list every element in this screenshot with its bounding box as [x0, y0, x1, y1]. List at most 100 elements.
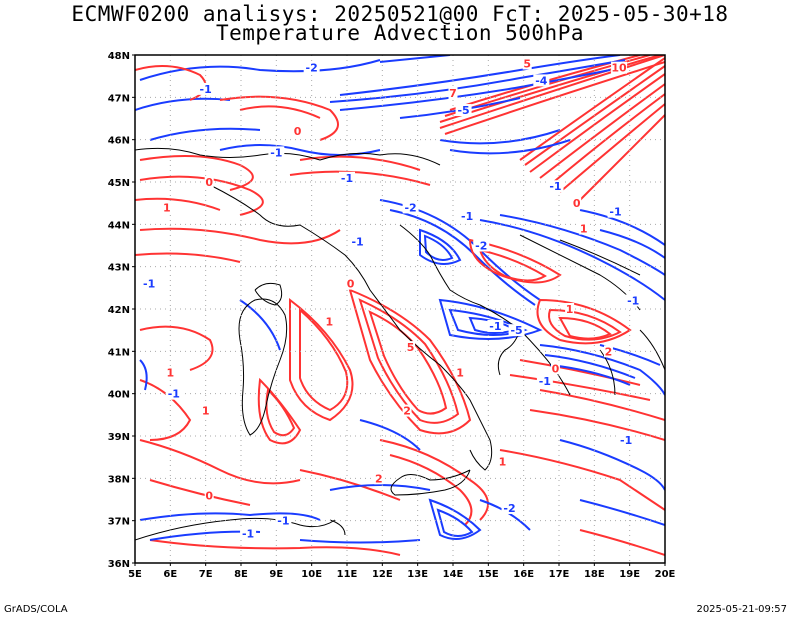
- contour-label-background: [402, 201, 419, 214]
- contour-label: 2: [402, 404, 412, 418]
- contour-label: -1: [625, 294, 642, 308]
- contour-label-background: [536, 374, 553, 387]
- contour-labels: -1-275-410-50-110 -1-1-2-1-2-10-11-1 015-1…: [141, 57, 642, 540]
- contour-label-background: [165, 387, 182, 400]
- contour-label: 2: [603, 345, 613, 358]
- contour-label-text: -1: [143, 278, 155, 291]
- lat-lon-gridlines: [135, 55, 665, 563]
- contour-label-background: [197, 82, 214, 95]
- lon-tick-label: 16E: [513, 569, 534, 580]
- contour-label: 0: [346, 277, 356, 291]
- contour-label-text: -1: [277, 515, 289, 528]
- contour-label: -5: [455, 104, 472, 117]
- contour-label-background: [607, 205, 624, 218]
- contour-label: -1: [240, 527, 257, 540]
- warm-northwest: [135, 65, 431, 263]
- contour-label-text: 0: [573, 197, 581, 210]
- contour-label-text: -1: [270, 146, 282, 159]
- contour-label-background: [508, 324, 525, 337]
- contour-label-text: 10: [611, 62, 627, 75]
- contour-label-background: [522, 57, 532, 70]
- contour-label: 1: [579, 222, 589, 236]
- contour-label-text: 5: [407, 341, 415, 354]
- contour-label-text: 1: [499, 455, 507, 468]
- lat-tick-label: 39N: [108, 432, 130, 443]
- contour-label: 0: [572, 197, 582, 210]
- contour-label-background: [201, 404, 211, 417]
- contour-label-background: [547, 180, 564, 193]
- contour-label-background: [165, 366, 175, 379]
- contour-label-text: -2: [306, 62, 318, 75]
- lon-tick-label: 13E: [407, 569, 428, 580]
- contour-label: 0: [550, 362, 560, 375]
- lat-tick-label: 46N: [108, 136, 130, 147]
- map-subtitle: Temperature Advection 500hPa: [215, 21, 584, 45]
- lat-tick-label: 36N: [108, 559, 130, 570]
- footer-timestamp: 2025-05-21-09:57: [696, 604, 787, 615]
- lat-tick-label: 40N: [108, 390, 130, 401]
- contour-label: 1: [497, 455, 507, 468]
- contour-label-text: -1: [242, 527, 254, 540]
- contour-label-text: -1: [341, 172, 353, 185]
- contour-label: -1: [607, 205, 624, 219]
- contour-label: -2: [402, 201, 419, 214]
- contour-label: -1: [618, 434, 635, 447]
- contour-label: -1: [547, 180, 564, 193]
- contour-label: -2: [473, 239, 490, 253]
- lon-tick-label: 5E: [128, 569, 142, 580]
- contour-label-background: [349, 235, 366, 248]
- contour-label-background: [402, 404, 412, 417]
- contour-label: -2: [303, 61, 320, 75]
- contour-label-text: 2: [403, 405, 411, 418]
- lon-tick-label: 6E: [163, 569, 177, 580]
- contour-label: 0: [204, 176, 214, 189]
- lat-tick-label: 44N: [108, 220, 130, 231]
- lon-tick-label: 19E: [619, 569, 640, 580]
- contour-label-text: 0: [205, 489, 213, 502]
- contour-label-background: [303, 61, 320, 74]
- contour-label-background: [579, 222, 589, 235]
- contour-label-text: 1: [167, 367, 175, 380]
- contour-label-background: [487, 319, 504, 332]
- lat-tick-label: 45N: [108, 178, 130, 189]
- longitude-axis: 5E 6E 7E 8E 9E 10E 11E 12E 13E 14E 15E 16E 17E 18E 19E…: [128, 563, 676, 580]
- contour-label-background: [204, 489, 214, 502]
- contour-label-background: [565, 303, 575, 315]
- contour-label-background: [497, 455, 507, 468]
- contour-label-text: 2: [375, 472, 383, 485]
- contour-label-text: 2: [605, 345, 613, 358]
- contour-label-background: [324, 315, 334, 328]
- contour-label: -1: [536, 374, 553, 388]
- contour-label-background: [603, 345, 613, 358]
- contour-label: -1: [339, 171, 355, 185]
- contour-label-text: 7: [449, 87, 457, 100]
- contour-label: -1: [487, 319, 504, 333]
- contour-label-background: [268, 146, 285, 159]
- contour-label-text: -1: [539, 375, 551, 388]
- contour-label-text: -1: [200, 83, 212, 96]
- latitude-axis: 48N 47N 46N 45N 44N 43N 42N 41N 40N 39N 38N 37N 36N: [108, 51, 135, 570]
- contour-label: -1: [268, 146, 285, 159]
- contour-label-text: -1: [627, 295, 639, 308]
- contour-label-text: 1: [163, 201, 171, 214]
- contour-label-background: [293, 125, 303, 138]
- footer-software-label: GrADS/COLA: [4, 604, 68, 615]
- contour-label-background: [275, 514, 292, 527]
- contour-label-background: [406, 341, 416, 354]
- contour-label-text: -2: [475, 240, 487, 253]
- lon-tick-label: 9E: [269, 569, 283, 580]
- contour-label-background: [473, 239, 490, 252]
- contour-label-text: 0: [552, 362, 560, 375]
- lon-tick-label: 8E: [234, 569, 248, 580]
- lat-tick-label: 48N: [108, 51, 130, 62]
- contour-label-text: -2: [503, 502, 515, 515]
- lat-tick-label: 42N: [108, 305, 130, 316]
- contour-label-text: 5: [523, 57, 531, 70]
- contour-label-text: -5: [457, 104, 469, 117]
- contour-label-background: [533, 74, 550, 87]
- contour-label-background: [204, 176, 214, 188]
- contour-label-background: [611, 61, 628, 74]
- warm-adriatic: [468, 238, 651, 401]
- lat-tick-label: 43N: [108, 263, 130, 274]
